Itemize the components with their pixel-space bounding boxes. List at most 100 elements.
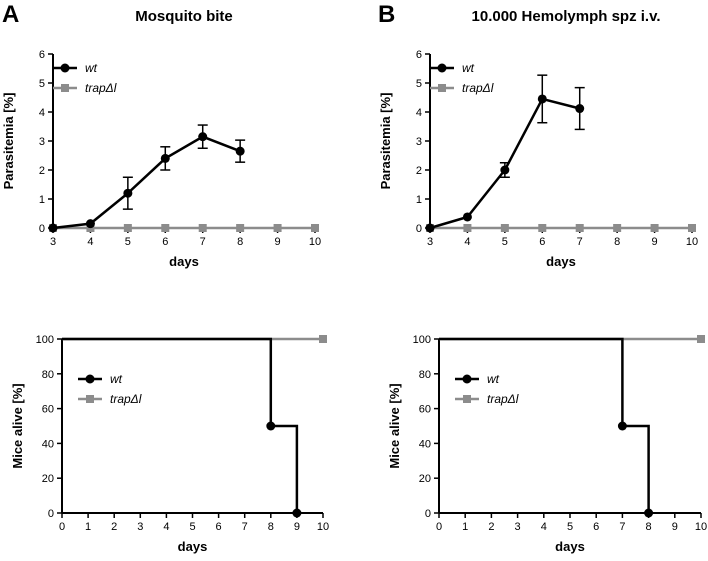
legend-label-wt: wt	[85, 61, 98, 75]
x-tick-label: 4	[541, 521, 547, 533]
data-point-wt	[85, 219, 95, 229]
data-point-trap	[198, 224, 207, 232]
chart-0: 0 1 2 3 4 5 6 3 4 5 6 7 8 9 10 days Parasitemia [%] wt tra…	[1, 49, 321, 269]
x-tick-label: 2	[488, 521, 494, 533]
data-point-trap	[273, 224, 282, 232]
x-tick-label: 10	[309, 236, 321, 248]
x-axis-title: days	[546, 254, 576, 269]
x-tick-label: 3	[515, 521, 521, 533]
x-tick-label: 9	[294, 521, 300, 533]
legend-marker-wt	[85, 374, 95, 384]
legend-label-wt: wt	[110, 372, 123, 386]
x-tick-label: 10	[695, 521, 707, 533]
y-tick-label: 5	[39, 78, 45, 90]
data-point-trap	[500, 224, 509, 232]
y-tick-label: 40	[419, 438, 431, 450]
y-tick-label: 60	[42, 404, 54, 416]
legend-marker-trap	[463, 395, 471, 403]
x-tick-label: 8	[614, 236, 620, 248]
data-point-trap	[123, 224, 132, 232]
legend-marker-trap	[86, 395, 94, 403]
x-tick-label: 0	[436, 521, 442, 533]
y-tick-label: 0	[48, 508, 54, 520]
legend-marker-wt	[437, 63, 447, 73]
y-axis-title: Mice alive [%]	[10, 383, 25, 468]
x-tick-label: 7	[577, 236, 583, 248]
y-tick-label: 6	[416, 49, 422, 61]
data-point-wt	[235, 146, 245, 156]
x-axis-title: days	[555, 539, 585, 554]
series-line-wt	[62, 337, 299, 513]
x-tick-label: 6	[539, 236, 545, 248]
panel-title-b: 10.000 Hemolymph spz i.v.	[472, 8, 661, 25]
x-tick-label: 7	[242, 521, 248, 533]
x-tick-label: 6	[162, 236, 168, 248]
y-axis-title: Mice alive [%]	[387, 383, 402, 468]
x-tick-label: 10	[317, 521, 329, 533]
y-tick-label: 3	[416, 136, 422, 148]
data-point-wt	[462, 212, 472, 222]
y-tick-label: 80	[419, 369, 431, 381]
y-tick-label: 60	[419, 404, 431, 416]
x-tick-label: 5	[567, 521, 573, 533]
y-tick-label: 20	[419, 473, 431, 485]
x-tick-label: 8	[268, 521, 274, 533]
panel-title-a: Mosquito bite	[135, 8, 233, 25]
data-point-trap	[575, 224, 584, 232]
data-point-trap	[161, 224, 170, 232]
x-tick-label: 2	[111, 521, 117, 533]
data-point-trap	[319, 335, 327, 343]
y-tick-label: 6	[39, 49, 45, 61]
legend-label-wt: wt	[462, 61, 475, 75]
y-tick-label: 0	[416, 223, 422, 235]
x-axis-title: days	[178, 539, 208, 554]
data-point-trap	[236, 224, 245, 232]
data-point-wt	[500, 165, 510, 175]
x-tick-label: 10	[686, 236, 698, 248]
data-point-wt	[266, 421, 276, 431]
legend-label-trap: trapΔl	[462, 81, 494, 95]
series-line-wt	[439, 337, 650, 513]
x-tick-label: 3	[427, 236, 433, 248]
x-tick-label: 9	[275, 236, 281, 248]
data-point-wt	[644, 508, 654, 518]
x-tick-label: 4	[87, 236, 93, 248]
x-tick-label: 6	[593, 521, 599, 533]
y-tick-label: 40	[42, 438, 54, 450]
y-tick-label: 4	[39, 107, 45, 119]
x-tick-label: 6	[216, 521, 222, 533]
x-tick-label: 1	[462, 521, 468, 533]
y-axis-title: Parasitemia [%]	[378, 93, 393, 190]
data-point-trap	[463, 224, 472, 232]
y-tick-label: 0	[39, 223, 45, 235]
x-tick-label: 8	[237, 236, 243, 248]
x-tick-label: 0	[59, 521, 65, 533]
data-point-wt	[198, 132, 208, 142]
data-point-trap	[697, 335, 705, 343]
legend-marker-trap	[61, 84, 69, 92]
legend-label-trap: trapΔl	[85, 81, 117, 95]
data-point-wt	[123, 188, 133, 198]
data-point-trap	[538, 224, 547, 232]
x-axis-title: days	[169, 254, 199, 269]
y-tick-label: 3	[39, 136, 45, 148]
legend-marker-wt	[462, 374, 472, 384]
legend-marker-wt	[60, 63, 70, 73]
x-tick-label: 5	[189, 521, 195, 533]
data-point-wt	[617, 421, 627, 431]
data-point-wt	[160, 153, 170, 163]
legend-label-trap: trapΔl	[110, 392, 142, 406]
x-tick-label: 4	[464, 236, 470, 248]
series-line-wt	[52, 135, 241, 230]
panel-letter-a: A	[2, 1, 19, 28]
x-tick-label: 1	[85, 521, 91, 533]
y-tick-label: 2	[416, 165, 422, 177]
chart-3: 0 20 40 60 80 100 0 1 2 3 4 5 6 7 8 9 10 days Mice alive […	[387, 334, 707, 554]
data-point-wt	[537, 94, 547, 104]
data-point-trap	[688, 224, 696, 232]
panel-letter-b: B	[378, 1, 395, 28]
x-tick-label: 3	[50, 236, 56, 248]
x-tick-label: 4	[163, 521, 169, 533]
legend-label-wt: wt	[487, 372, 500, 386]
y-tick-label: 0	[425, 508, 431, 520]
